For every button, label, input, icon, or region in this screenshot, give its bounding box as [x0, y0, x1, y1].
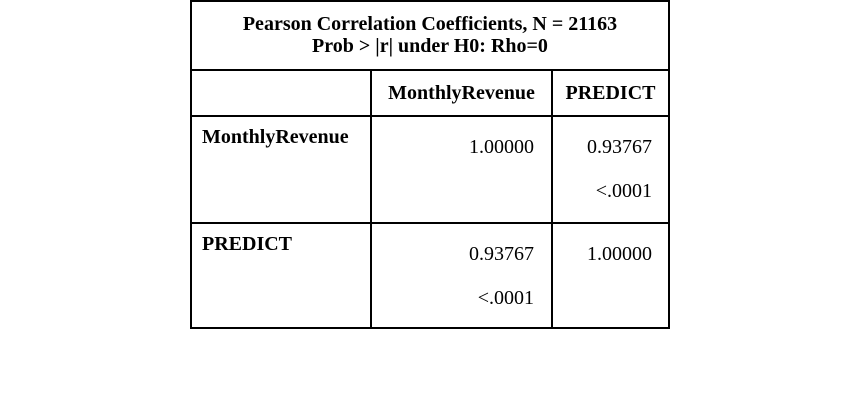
coef-cell: 0.93767	[469, 243, 534, 265]
row-header-monthlyrevenue: MonthlyRevenue	[202, 126, 349, 148]
column-header-predict: PREDICT	[565, 82, 656, 104]
coef-cell: 0.93767	[587, 136, 652, 158]
grid-divider	[192, 115, 668, 117]
grid-divider	[370, 71, 372, 329]
title-line-1: Pearson Correlation Coefficients, N = 21…	[242, 13, 618, 35]
title-line-2: Prob > |r| under H0: Rho=0	[312, 35, 548, 57]
column-header-monthlyrevenue: MonthlyRevenue	[388, 82, 535, 104]
correlation-table: Pearson Correlation Coefficients, N = 21…	[190, 0, 670, 329]
grid-divider	[192, 222, 668, 224]
table-title: Pearson Correlation Coefficients, N = 21…	[192, 2, 668, 71]
pvalue-cell: <.0001	[595, 180, 652, 202]
coef-cell: 1.00000	[587, 243, 652, 265]
grid-divider	[551, 71, 553, 329]
pvalue-cell: <.0001	[477, 287, 534, 309]
row-header-predict: PREDICT	[202, 233, 293, 255]
coef-cell: 1.00000	[469, 136, 534, 158]
